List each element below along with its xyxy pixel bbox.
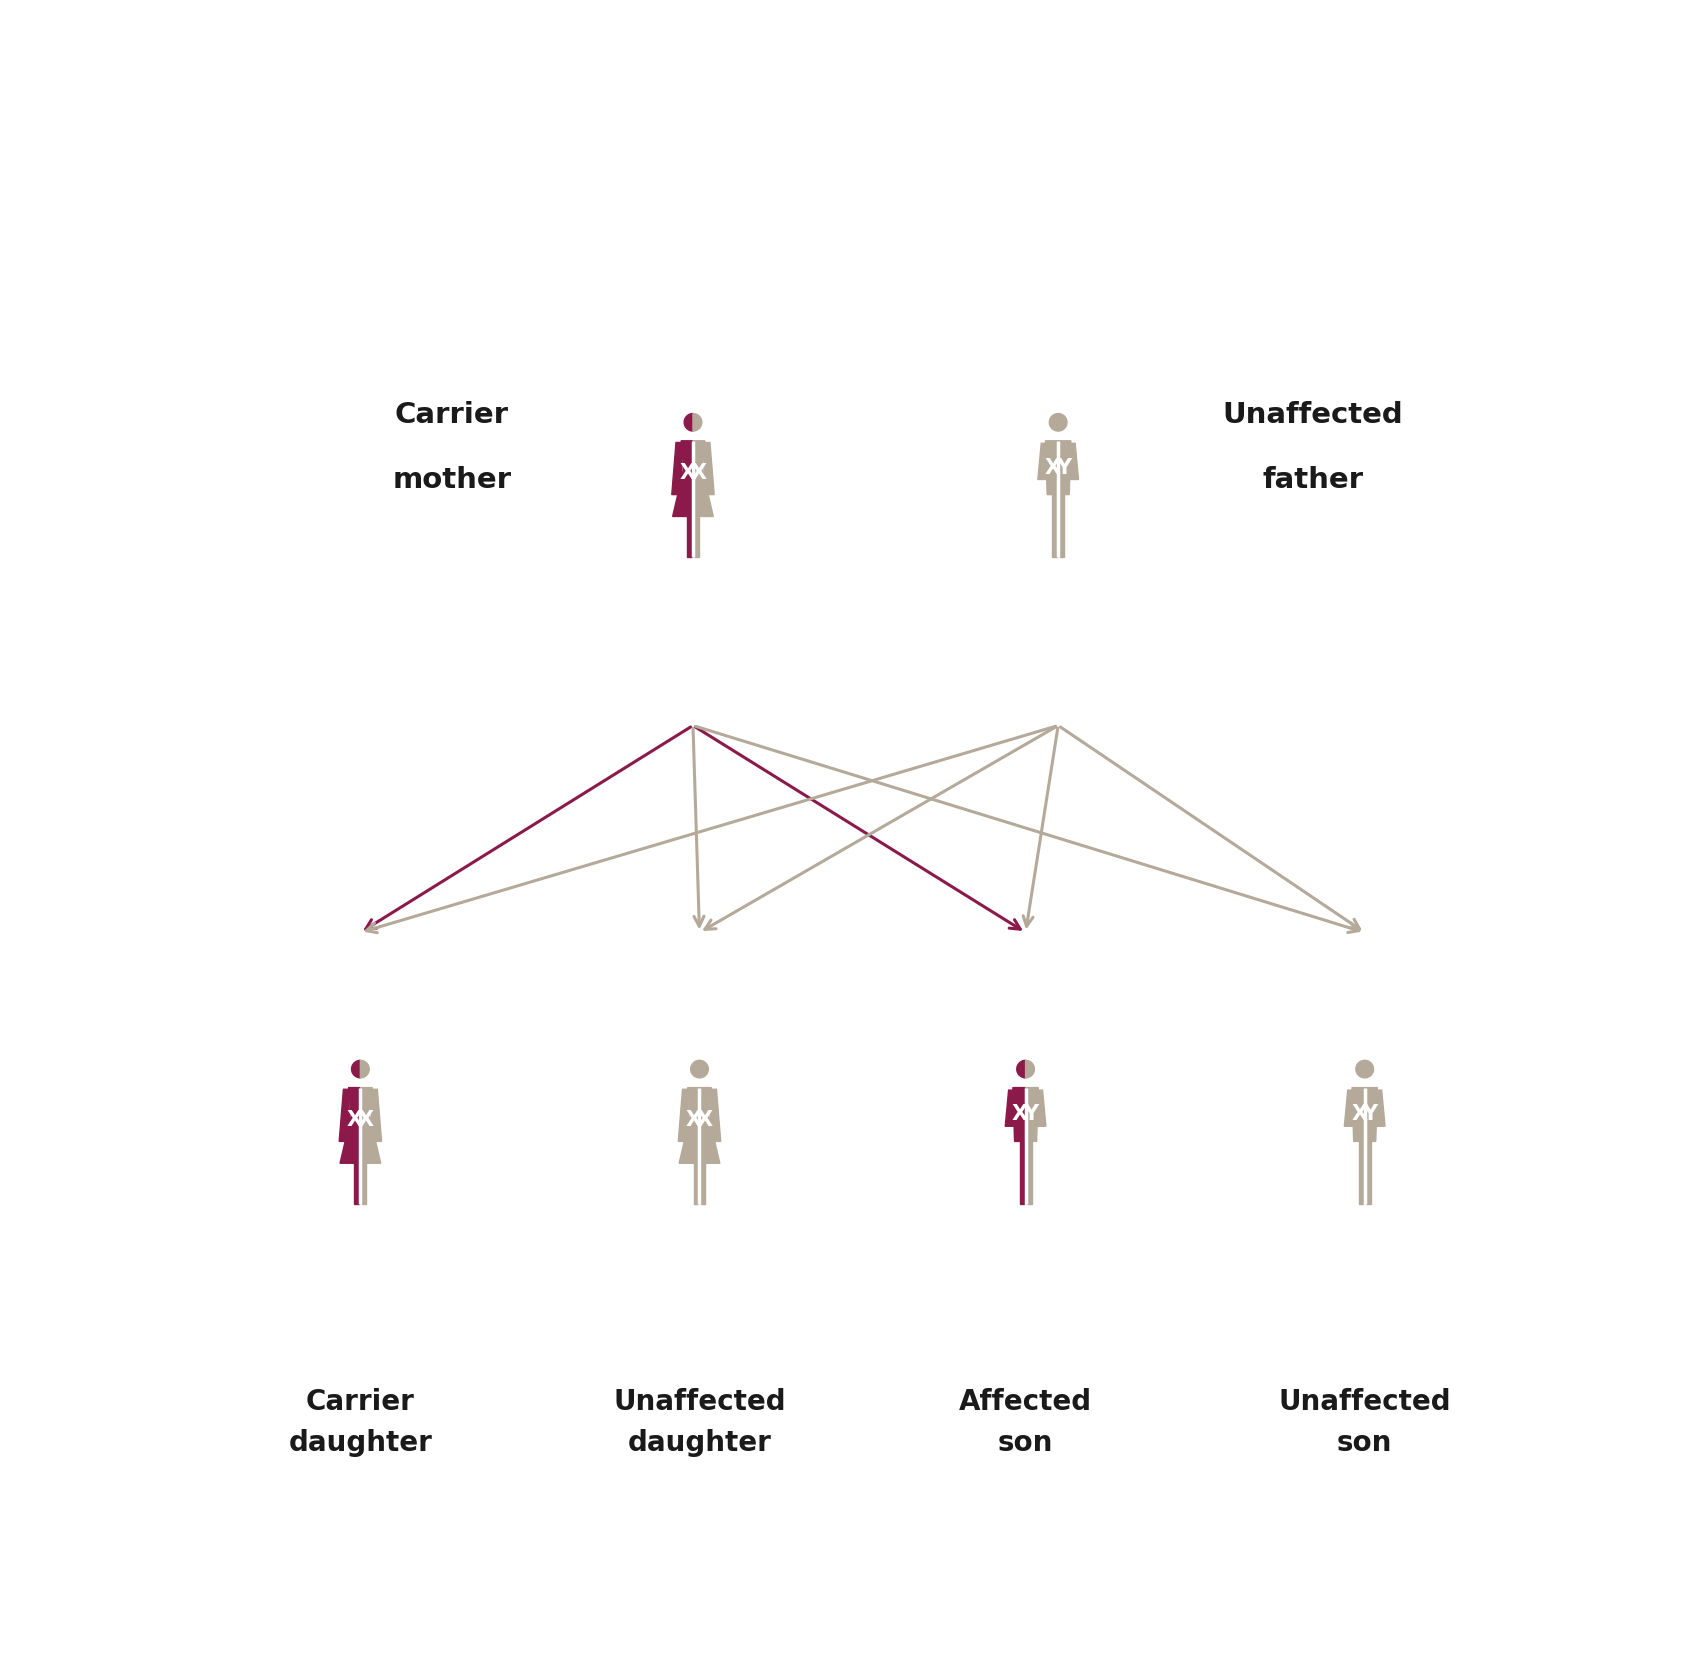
Polygon shape — [1356, 1060, 1364, 1079]
Polygon shape — [693, 440, 713, 516]
Polygon shape — [700, 1060, 708, 1079]
Polygon shape — [1038, 444, 1046, 479]
Text: Y: Y — [1055, 457, 1070, 477]
Text: Y: Y — [1023, 1104, 1038, 1124]
Polygon shape — [1058, 413, 1066, 432]
Text: X: X — [358, 1109, 373, 1129]
Polygon shape — [671, 442, 683, 494]
Polygon shape — [693, 413, 701, 432]
Text: Unaffected: Unaffected — [612, 1388, 785, 1416]
Polygon shape — [703, 442, 713, 494]
Polygon shape — [1016, 1060, 1024, 1079]
Polygon shape — [1051, 494, 1056, 556]
Polygon shape — [1357, 1141, 1362, 1203]
Polygon shape — [1024, 1087, 1038, 1141]
Polygon shape — [1004, 1090, 1013, 1126]
Text: X: X — [696, 1109, 713, 1129]
Text: daughter: daughter — [288, 1430, 432, 1458]
Polygon shape — [1351, 1087, 1364, 1141]
Polygon shape — [1070, 444, 1078, 479]
Polygon shape — [1364, 1060, 1373, 1079]
Polygon shape — [680, 1087, 700, 1163]
Polygon shape — [686, 516, 691, 556]
Text: X: X — [1045, 457, 1060, 477]
Polygon shape — [673, 440, 693, 516]
Polygon shape — [695, 516, 698, 556]
Text: Affected: Affected — [959, 1388, 1092, 1416]
Polygon shape — [1376, 1090, 1384, 1126]
Polygon shape — [1364, 1087, 1376, 1141]
Polygon shape — [352, 1060, 360, 1079]
Polygon shape — [1058, 440, 1070, 494]
Polygon shape — [355, 1163, 358, 1203]
Polygon shape — [1026, 1141, 1031, 1203]
Polygon shape — [1045, 440, 1058, 494]
Polygon shape — [690, 1060, 700, 1079]
Polygon shape — [700, 1087, 720, 1163]
Text: Unaffected: Unaffected — [1221, 402, 1403, 428]
Polygon shape — [360, 1087, 380, 1163]
Polygon shape — [700, 1163, 705, 1203]
Text: X: X — [1011, 1104, 1028, 1124]
Polygon shape — [693, 1163, 698, 1203]
Polygon shape — [1344, 1090, 1352, 1126]
Polygon shape — [340, 1089, 350, 1141]
Polygon shape — [362, 1163, 367, 1203]
Polygon shape — [710, 1089, 720, 1141]
Text: X: X — [1351, 1104, 1366, 1124]
Polygon shape — [1050, 413, 1058, 432]
Polygon shape — [678, 1089, 690, 1141]
Polygon shape — [1366, 1141, 1369, 1203]
Text: Carrier: Carrier — [306, 1388, 414, 1416]
Text: mother: mother — [392, 465, 511, 494]
Text: X: X — [346, 1109, 363, 1129]
Text: Y: Y — [1362, 1104, 1378, 1124]
Polygon shape — [1019, 1141, 1024, 1203]
Text: son: son — [1336, 1430, 1391, 1458]
Text: X: X — [686, 1109, 701, 1129]
Polygon shape — [1024, 1060, 1034, 1079]
Text: Carrier: Carrier — [395, 402, 508, 428]
Polygon shape — [1060, 494, 1063, 556]
Text: X: X — [690, 462, 706, 482]
Text: daughter: daughter — [627, 1430, 770, 1458]
Text: son: son — [997, 1430, 1053, 1458]
Polygon shape — [360, 1060, 368, 1079]
Text: X: X — [680, 462, 695, 482]
Polygon shape — [1013, 1087, 1024, 1141]
Polygon shape — [370, 1089, 382, 1141]
Polygon shape — [1036, 1090, 1045, 1126]
Text: father: father — [1262, 465, 1362, 494]
Text: Unaffected: Unaffected — [1278, 1388, 1450, 1416]
Polygon shape — [340, 1087, 360, 1163]
Polygon shape — [685, 413, 693, 432]
